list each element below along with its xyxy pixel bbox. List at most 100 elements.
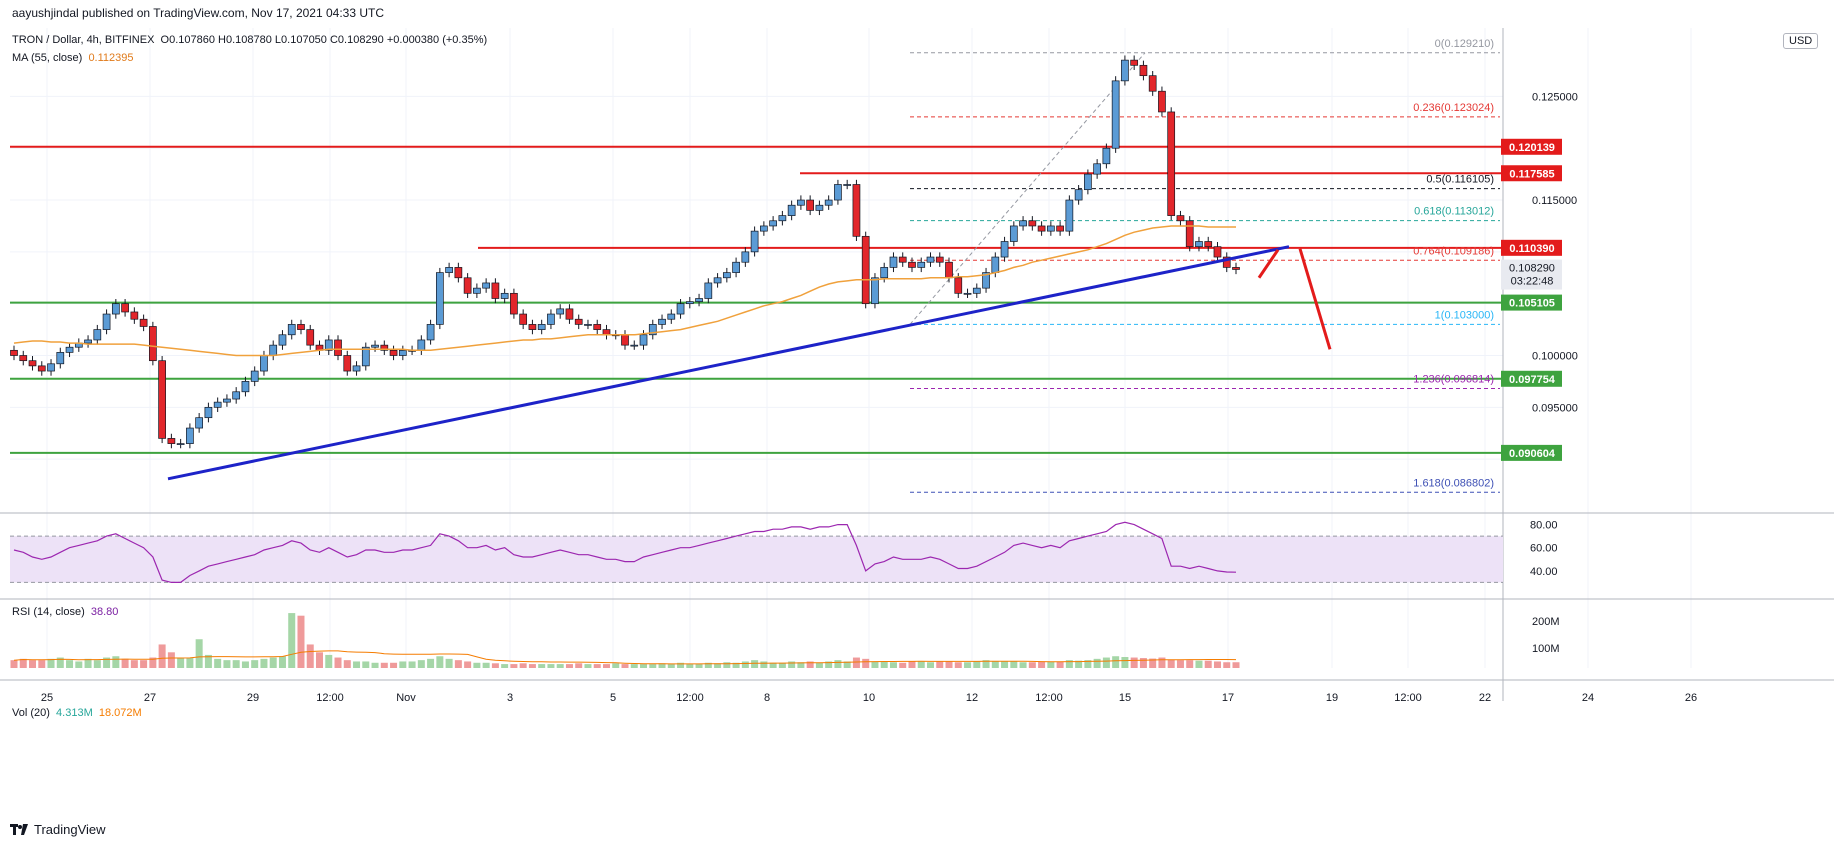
candle-body [1093,163,1101,175]
candle-body [713,277,722,284]
candle-body [741,251,750,263]
candle-body [1037,225,1046,232]
candle-body [806,199,815,211]
volume-bar [769,662,777,668]
candle-body [473,287,481,294]
volume-bar [353,661,361,668]
volume-bar [1195,660,1203,668]
candle-body [630,344,639,347]
candle-body [676,303,685,315]
candle-body [787,204,796,216]
candle-body [898,256,907,263]
volume-bar [815,662,823,668]
ma-legend[interactable]: MA (55, close) 0.112395 [12,52,134,64]
volume-bar [177,657,185,668]
volume-bar [640,664,648,668]
volume-bar [538,664,546,668]
volume-bar [167,652,175,668]
publisher-text: aayushjindal published on TradingView.co… [12,6,385,20]
candle-body [778,215,787,222]
level-price-text: 0.090604 [1509,448,1556,460]
symbol-legend[interactable]: TRON / Dollar, 4h, BITFINEX O0.107860 H0… [12,34,487,46]
footer-brand-label: TradingView [34,822,106,837]
volume-bar [158,644,166,668]
volume-ma-line [13,650,1237,665]
candle-body [815,204,824,211]
volume-legend[interactable]: Vol (20) 4.313M 18.072M [12,707,142,719]
projection-up-arrow [1257,248,1280,279]
candle-body [889,256,898,268]
volume-bar [556,664,564,668]
footer-brand[interactable]: TradingView [10,822,106,837]
time-tick-label: 12:00 [676,692,704,704]
volume-bar [677,662,685,668]
volume-bar [371,662,379,668]
level-price-text: 0.110390 [1509,243,1554,255]
volume-bar [964,662,972,668]
fibonacci-retracement: 0(0.129210) 0.236(0.123024) 0.5(0.116105) 0… [909,38,1500,493]
time-tick-label: 22 [1479,692,1491,704]
currency-button[interactable]: USD [1783,33,1819,49]
candle-body [176,443,185,445]
candle-body [343,355,352,372]
volume-bar [223,660,231,668]
level-price-text: 0.097754 [1509,374,1556,386]
volume-bar [93,660,101,668]
candle-body [426,324,435,341]
publisher-header: aayushjindal published on TradingView.co… [12,6,384,20]
candle-body [1185,220,1194,248]
volume-bar [1213,661,1221,668]
candle-body [1065,199,1074,232]
candle-body [963,292,972,295]
volume-bar [454,660,462,668]
candle-body [945,261,953,279]
rsi-tick-label: 80.00 [1530,520,1558,532]
volume-bar [241,661,249,668]
volume-bar [399,661,407,668]
chart-canvas[interactable]: 0(0.129210) 0.236(0.123024) 0.5(0.116105) 0… [0,0,1834,822]
time-tick-label: 17 [1222,692,1234,704]
volume-bar [945,661,953,668]
volume-bar [936,661,944,668]
candle-body [695,298,703,302]
price-axis: 0.125000 0.115000 0.100000 0.095000 0.120139… [1501,91,1578,655]
candle-body [463,277,472,294]
candle-body [454,267,463,279]
candle-body [834,184,842,201]
candle-body [1139,64,1148,77]
candle-body [195,417,204,429]
volume-bar [825,661,833,668]
last-price-tag [1501,259,1562,290]
time-tick-label: 5 [610,692,616,704]
rsi-legend[interactable]: RSI (14, close) 38.80 [12,606,118,618]
horizontal-levels [10,145,1505,454]
candle-body [556,308,565,315]
volume-bar [1204,660,1212,668]
volume-bar [834,660,842,668]
candle-body [639,334,648,346]
candle-body [1176,215,1185,222]
volume-bar [788,661,796,668]
candle-body [722,272,731,279]
candle-body [519,313,528,325]
time-tick-label: 12:00 [1035,692,1063,704]
time-tick-label: 3 [507,692,513,704]
volume-bar [880,661,888,668]
candle-body [954,277,963,294]
candle-body [1009,225,1018,242]
candle-body [47,363,55,372]
rsi-tick-label: 40.00 [1530,566,1558,578]
rsi-line [13,521,1237,584]
volume-bar [214,658,222,668]
volume-bar [714,663,722,668]
volume-bar [325,654,333,668]
candle-body [1130,59,1139,66]
volume-bar [695,664,703,668]
candle-body [241,381,250,393]
volume-bar [584,664,592,668]
volume-bar [251,660,259,668]
time-tick-label: 12:00 [1394,692,1422,704]
time-tick-label: 27 [144,692,156,704]
countdown-text: 03:22:48 [1511,276,1554,288]
volume-bar [140,660,148,668]
